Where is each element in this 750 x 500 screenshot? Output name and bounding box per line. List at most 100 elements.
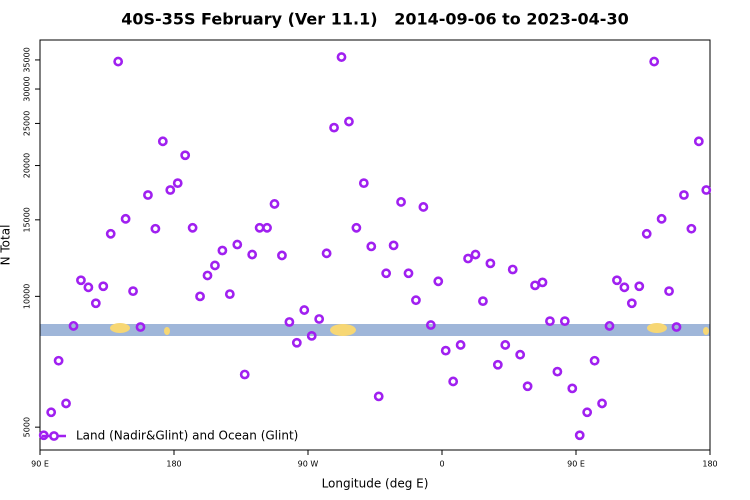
point — [567, 383, 578, 394]
y-tick-label: 15000 — [23, 207, 32, 232]
point — [433, 276, 444, 287]
x-tick-label: 90 W — [298, 460, 319, 469]
point — [172, 178, 183, 189]
point — [537, 277, 548, 288]
y-axis-title: N Total — [0, 225, 13, 266]
point — [574, 430, 585, 441]
plot-frame — [39, 39, 711, 451]
point — [552, 366, 563, 377]
point — [701, 185, 712, 195]
point — [448, 376, 459, 387]
point — [269, 199, 280, 209]
point — [76, 275, 86, 286]
point — [612, 275, 622, 286]
x-tick-label: 90 E — [567, 460, 585, 469]
point — [545, 316, 555, 327]
point — [679, 190, 689, 200]
point — [202, 270, 213, 281]
point — [329, 122, 339, 133]
land — [330, 324, 356, 336]
point — [284, 317, 295, 327]
point — [143, 190, 153, 200]
point — [425, 320, 436, 330]
point — [165, 185, 176, 195]
point — [358, 178, 369, 189]
point — [582, 407, 593, 418]
point — [619, 282, 630, 293]
land — [110, 323, 130, 333]
point — [157, 136, 168, 147]
point — [366, 241, 377, 252]
x-tick-label: 180 — [166, 460, 181, 469]
point — [306, 330, 317, 341]
point — [61, 398, 71, 409]
y-tick-label: 20000 — [23, 153, 32, 178]
point — [128, 286, 138, 297]
point — [507, 264, 518, 275]
point — [656, 213, 667, 224]
point — [686, 223, 697, 234]
point — [68, 321, 79, 331]
point — [217, 245, 228, 256]
point — [254, 222, 265, 233]
point — [291, 337, 302, 348]
point — [247, 249, 258, 260]
point — [113, 56, 124, 67]
point — [530, 280, 540, 291]
point — [314, 314, 325, 324]
point — [277, 250, 287, 261]
land-strip — [40, 323, 710, 336]
point — [388, 240, 399, 251]
x-axis-title: Longitude (deg E) — [322, 477, 429, 491]
point — [515, 349, 526, 360]
point — [470, 249, 481, 260]
point — [492, 359, 503, 370]
point — [589, 355, 600, 366]
point — [463, 253, 473, 264]
point — [351, 222, 362, 233]
point — [634, 281, 645, 292]
point — [649, 56, 660, 67]
point — [90, 298, 101, 309]
point — [500, 340, 511, 350]
point — [105, 228, 116, 239]
point — [559, 316, 570, 327]
y-tick-label: 25000 — [23, 111, 32, 136]
point — [150, 223, 161, 234]
point — [299, 305, 310, 315]
point — [336, 52, 347, 62]
point — [239, 369, 250, 380]
point — [671, 322, 682, 332]
point — [403, 268, 414, 279]
chart-title: 40S-35S February (Ver 11.1) 2014-09-06 t… — [121, 10, 628, 29]
land — [164, 327, 170, 335]
point — [187, 222, 198, 233]
point — [344, 116, 354, 127]
point — [83, 282, 94, 293]
point — [664, 286, 674, 297]
x-tick-label: 180 — [702, 460, 717, 469]
point — [373, 391, 384, 402]
y-tick-label: 5000 — [23, 417, 32, 437]
point — [210, 260, 220, 271]
point — [321, 248, 332, 259]
legend-label: Land (Nadir&Glint) and Ocean (Glint) — [76, 429, 298, 443]
point — [224, 289, 235, 300]
point — [195, 291, 205, 302]
point — [455, 340, 466, 350]
point — [485, 258, 496, 269]
point — [53, 355, 64, 366]
ocean-band — [40, 324, 710, 336]
point — [135, 322, 146, 332]
point — [522, 381, 533, 392]
land — [703, 327, 709, 335]
point — [604, 321, 615, 331]
legend-marker — [49, 431, 59, 441]
point — [46, 407, 57, 418]
point — [120, 213, 131, 224]
point — [411, 295, 421, 306]
point — [98, 281, 109, 292]
point — [597, 398, 607, 409]
y-tick-label: 30000 — [23, 76, 32, 101]
